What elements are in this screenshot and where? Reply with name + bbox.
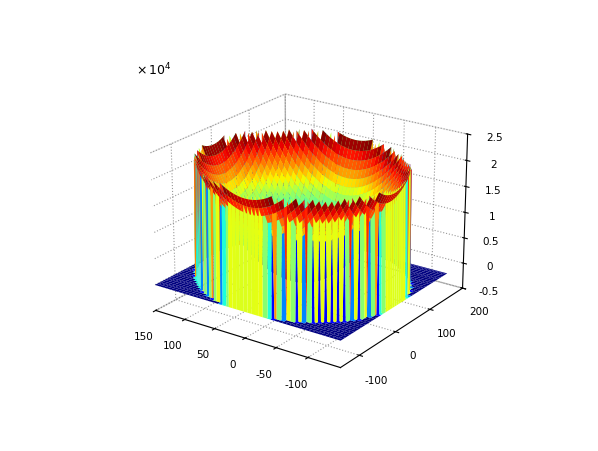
- Text: $\times\,10^4$: $\times\,10^4$: [136, 61, 172, 78]
